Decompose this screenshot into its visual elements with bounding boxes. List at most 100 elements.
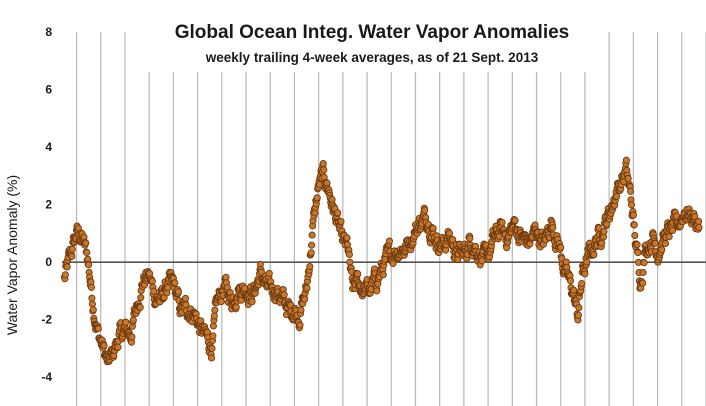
data-point xyxy=(63,263,71,271)
data-point xyxy=(639,268,647,277)
data-point xyxy=(581,270,589,278)
data-point xyxy=(211,306,219,314)
data-point xyxy=(164,284,172,292)
data-point xyxy=(89,306,97,314)
y-tick-label: -2 xyxy=(41,313,52,327)
data-point xyxy=(337,217,345,225)
data-point xyxy=(85,261,93,269)
data-point xyxy=(87,283,95,291)
data-point xyxy=(503,244,511,252)
data-point xyxy=(575,304,583,312)
data-point xyxy=(595,224,603,232)
data-point xyxy=(639,279,647,287)
data-point xyxy=(651,239,659,247)
data-point xyxy=(122,318,130,326)
data-point xyxy=(82,239,90,247)
data-point xyxy=(303,284,311,292)
data-point xyxy=(634,249,642,257)
data-point xyxy=(210,312,218,320)
data-point xyxy=(319,160,327,168)
data-point xyxy=(566,277,575,285)
data-point xyxy=(583,258,591,266)
data-point xyxy=(148,277,156,285)
data-point xyxy=(574,311,582,319)
data-point xyxy=(307,249,315,257)
data-point xyxy=(150,287,158,295)
grid xyxy=(75,32,706,406)
data-point xyxy=(280,291,288,299)
data-point xyxy=(466,234,474,242)
data-point xyxy=(61,271,69,279)
data-point xyxy=(354,270,362,278)
data-point xyxy=(622,156,630,164)
data-point xyxy=(68,245,76,253)
data-point xyxy=(665,233,673,241)
data-point xyxy=(334,209,342,217)
data-point xyxy=(320,166,328,174)
data-point xyxy=(88,294,96,302)
data-point xyxy=(379,271,387,279)
data-point xyxy=(549,224,557,232)
data-point xyxy=(306,262,314,271)
y-tick-label: 6 xyxy=(45,83,52,97)
data-point xyxy=(590,251,598,259)
data-point xyxy=(301,295,309,303)
data-point xyxy=(265,269,273,277)
chart-subtitle: weekly trailing 4-week averages, as of 2… xyxy=(205,50,539,65)
data-point xyxy=(658,246,666,254)
data-point xyxy=(578,279,586,288)
data-point xyxy=(661,239,670,248)
y-tick-label: 4 xyxy=(45,140,52,154)
data-point xyxy=(209,332,217,340)
data-point xyxy=(100,342,108,350)
data-point xyxy=(627,201,636,209)
y-tick-label: 2 xyxy=(45,198,52,212)
data-point xyxy=(68,252,76,260)
data-point xyxy=(600,227,608,236)
data-point xyxy=(640,259,648,267)
y-tick-labels: -4 -2 0 2 4 6 8 xyxy=(41,25,52,384)
data-points xyxy=(60,156,703,366)
y-tick-label: -4 xyxy=(41,370,52,384)
data-point xyxy=(511,216,519,224)
data-point xyxy=(208,344,216,353)
data-point xyxy=(248,298,256,306)
y-tick-label: 8 xyxy=(45,25,52,39)
data-point xyxy=(695,223,703,231)
data-point xyxy=(83,248,91,257)
data-point xyxy=(557,243,565,252)
data-point xyxy=(114,343,122,351)
data-point xyxy=(94,324,102,333)
y-axis-label: Water Vapor Anomaly (%) xyxy=(4,175,20,335)
data-point xyxy=(136,303,144,311)
data-point xyxy=(128,333,136,341)
data-point xyxy=(421,206,429,214)
data-point xyxy=(171,279,179,287)
data-point xyxy=(633,241,641,249)
data-point xyxy=(345,250,353,259)
data-point xyxy=(629,211,637,219)
data-point xyxy=(630,221,638,229)
data-point xyxy=(207,354,216,362)
data-point xyxy=(631,231,639,240)
data-point xyxy=(181,294,190,302)
data-point xyxy=(570,286,578,294)
data-point xyxy=(129,316,137,324)
data-point xyxy=(668,226,677,235)
data-point xyxy=(308,231,316,239)
chart-title: Global Ocean Integ. Water Vapor Anomalie… xyxy=(175,22,570,43)
data-point xyxy=(389,259,397,268)
data-point xyxy=(217,298,225,306)
title-background xyxy=(140,14,608,72)
data-point xyxy=(297,306,305,314)
data-point xyxy=(385,237,393,245)
data-point xyxy=(174,288,183,296)
y-tick-label: 0 xyxy=(45,255,52,269)
data-point xyxy=(296,321,304,329)
data-point xyxy=(209,322,217,330)
data-point xyxy=(308,241,316,249)
data-point xyxy=(88,300,96,308)
data-point xyxy=(343,234,351,242)
data-point xyxy=(478,257,486,265)
